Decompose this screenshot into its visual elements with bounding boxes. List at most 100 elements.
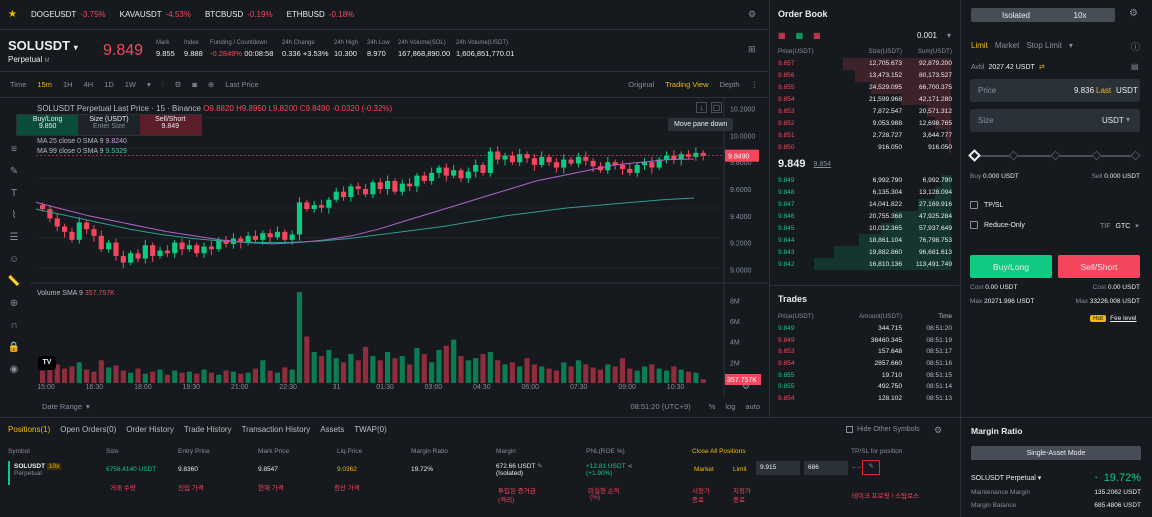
pen-tool-icon[interactable]: ✎: [9, 166, 19, 177]
tab-stop-limit[interactable]: Stop Limit: [1026, 41, 1062, 50]
reduce-only-checkbox[interactable]: Reduce-Only: [970, 221, 1025, 229]
tif-select[interactable]: TIF GTC ▾: [1100, 222, 1139, 231]
emoji-tool-icon[interactable]: ☺: [8, 254, 20, 265]
auto-toggle[interactable]: auto: [745, 401, 760, 411]
book-both-icon[interactable]: ▦: [778, 31, 786, 40]
layout-icon[interactable]: ⊞: [748, 44, 756, 54]
ticker-item[interactable]: DOGEUSDT -3.75%: [30, 10, 106, 19]
log-toggle[interactable]: log: [725, 401, 736, 411]
magnet-tool-icon[interactable]: ∩: [10, 320, 18, 331]
tab-market[interactable]: Market: [994, 41, 1020, 50]
star-icon[interactable]: ★: [8, 9, 17, 20]
limit-close-button[interactable]: Limit: [733, 466, 747, 473]
order-book-row[interactable]: 9.850 916.050 916.050: [770, 141, 959, 154]
quick-buy-button[interactable]: Buy/Long 9.850: [17, 115, 79, 135]
filter-settings-icon[interactable]: ⚙: [934, 425, 943, 435]
size-input[interactable]: Size USDT ▾: [970, 109, 1140, 132]
close-all-positions-button[interactable]: Close All Positions: [692, 448, 746, 455]
edit-tpsl-icon[interactable]: ✎: [862, 460, 880, 475]
percent-toggle[interactable]: %: [708, 401, 716, 411]
order-book-row[interactable]: 9.853 7,872.547 20,571.312: [770, 105, 959, 118]
order-book-row[interactable]: 9.857 12,705.673 92,879.200: [770, 57, 959, 70]
market-close-button[interactable]: Market: [694, 466, 714, 473]
quick-size-input[interactable]: Size (USDT) Enter Size: [89, 116, 129, 130]
tab-twap[interactable]: TWAP(0): [354, 425, 387, 434]
date-range-select[interactable]: Date Range: [42, 401, 83, 411]
order-book-row[interactable]: 9.846 20,755.368 47,925.284: [770, 210, 959, 223]
asset-mode-button[interactable]: Single-Asset Mode: [971, 446, 1141, 460]
limit-price-input[interactable]: 9.915: [756, 461, 800, 475]
book-asks-icon[interactable]: ▦: [813, 31, 821, 40]
settings-icon[interactable]: ⚙: [748, 9, 757, 19]
ticker-item[interactable]: BTCBUSD -0.19%: [204, 10, 273, 19]
order-book-row[interactable]: 9.855 24,529.095 66,700.375: [770, 81, 959, 94]
view-tradingview[interactable]: Trading View: [665, 80, 709, 89]
order-book-row[interactable]: 9.852 9,053.988 12,698.765: [770, 117, 959, 130]
tick-size-select[interactable]: 0.001: [916, 31, 937, 40]
edit-margin-icon[interactable]: ✎: [537, 463, 543, 470]
trade-settings-icon[interactable]: ⚙: [1129, 8, 1138, 19]
chevron-down-icon[interactable]: ▾: [946, 31, 951, 40]
fib-tool-icon[interactable]: ☰: [9, 232, 19, 243]
tab-open-orders[interactable]: Open Orders(0): [60, 425, 117, 434]
chart-settings-gear-icon[interactable]: ⚙: [742, 381, 751, 391]
text-tool-icon[interactable]: T: [10, 188, 18, 199]
buy-long-button[interactable]: Buy/Long: [970, 255, 1052, 278]
order-book-row[interactable]: 9.851 2,728.727 3,644.777: [770, 129, 959, 142]
view-original[interactable]: Original: [628, 80, 655, 89]
ticker-item[interactable]: ETHBUSD -0.18%: [286, 10, 355, 19]
fee-level-link[interactable]: Hot Fee level: [1090, 315, 1137, 322]
chevron-down-icon[interactable]: ▾: [147, 80, 151, 89]
interval-15m[interactable]: 15m: [37, 80, 52, 89]
chart-menu-icon[interactable]: ⋮: [750, 80, 759, 89]
view-depth[interactable]: Depth: [719, 80, 740, 89]
lock-tool-icon[interactable]: 🔒: [7, 342, 21, 353]
eye-tool-icon[interactable]: ◉: [9, 364, 19, 375]
order-book-row[interactable]: 9.847 14,041.822 27,169.916: [770, 198, 959, 211]
price-input[interactable]: Price 9.836 Last USDT: [970, 79, 1140, 102]
interval-4h[interactable]: 4H: [83, 80, 94, 89]
interval-1w[interactable]: 1W: [124, 80, 137, 89]
order-book-row[interactable]: 9.856 13,473.152 80,173.527: [770, 69, 959, 82]
size-slider[interactable]: [968, 149, 1141, 162]
calculator-icon[interactable]: ▤: [1131, 62, 1139, 71]
order-book-row[interactable]: 9.849 6,992.790 6,992.790: [770, 175, 959, 187]
zoom-tool-icon[interactable]: ⊕: [9, 298, 19, 309]
chevron-down-icon[interactable]: ▾: [86, 401, 90, 411]
tab-assets[interactable]: Assets: [320, 425, 345, 434]
order-book-row[interactable]: 9.844 18,861.104 76,798.753: [770, 234, 959, 247]
order-book-row[interactable]: 9.843 19,882.860 96,681.613: [770, 246, 959, 259]
order-book-row[interactable]: 9.854 21,599.968 42,171.280: [770, 93, 959, 106]
tab-limit[interactable]: Limit: [971, 41, 988, 50]
tpsl-checkbox[interactable]: TP/SL: [970, 201, 1003, 209]
order-book-row[interactable]: 9.848 6,135.304 13,128.094: [770, 186, 959, 199]
arrow-down-icon[interactable]: ↓: [696, 102, 707, 113]
indicator-icon[interactable]: ⫶: [161, 79, 164, 89]
hide-other-symbols[interactable]: Hide Other Symbols: [846, 426, 920, 433]
camera-icon[interactable]: ◙: [192, 80, 197, 89]
tab-positions[interactable]: Positions(1): [8, 425, 51, 434]
tab-transaction-history[interactable]: Transaction History: [241, 425, 311, 434]
chart-settings-icon[interactable]: ⚙: [174, 80, 182, 89]
symbol-selector[interactable]: SOLUSDT ▾ Perpetual M: [8, 38, 78, 64]
lines-tool-icon[interactable]: ≡: [11, 144, 17, 155]
chevron-down-icon[interactable]: ▾: [1068, 41, 1073, 50]
interval-1h[interactable]: 1H: [62, 80, 73, 89]
share-icon[interactable]: ⋖: [627, 463, 633, 470]
pattern-tool-icon[interactable]: ⌇: [11, 210, 17, 221]
ruler-tool-icon[interactable]: 📏: [7, 276, 21, 287]
order-book-row[interactable]: 9.842 16,810.136 113,491.749: [770, 258, 959, 271]
price-source-select[interactable]: Last Price: [225, 80, 259, 89]
ticker-item[interactable]: KAVAUSDT -4.53%: [119, 10, 191, 19]
margin-mode-button[interactable]: Isolated: [971, 8, 1061, 22]
order-book-row[interactable]: 9.845 10,012.365 57,937.649: [770, 222, 959, 235]
add-icon[interactable]: ⊕: [207, 80, 215, 89]
quick-sell-button[interactable]: Sell/Short 9.849: [139, 115, 201, 135]
tab-trade-history[interactable]: Trade History: [183, 425, 232, 434]
limit-qty-input[interactable]: 686: [804, 461, 848, 475]
maximize-icon[interactable]: ▢: [711, 102, 722, 113]
book-bids-icon[interactable]: ▦: [795, 31, 804, 40]
sell-short-button[interactable]: Sell/Short: [1058, 255, 1140, 278]
tab-order-history[interactable]: Order History: [126, 425, 174, 434]
interval-1d[interactable]: 1D: [104, 80, 114, 89]
